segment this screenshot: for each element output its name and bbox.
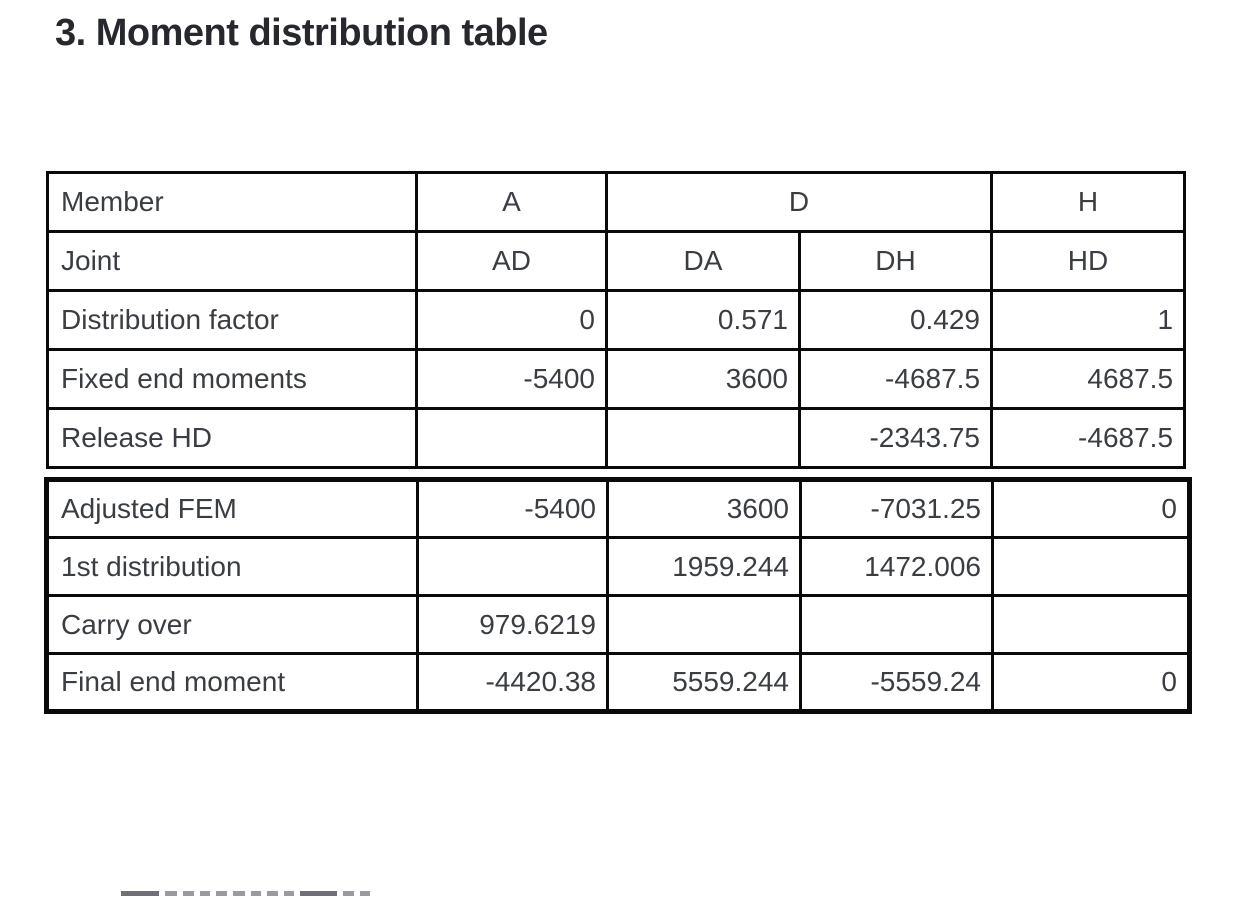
- first-distribution-label: 1st distribution: [45, 536, 419, 597]
- cell-dist1-dh: 1472.006: [799, 536, 994, 597]
- section-heading: 3. Moment distribution table: [55, 12, 548, 54]
- cell-adjfem-ad: -5400: [416, 478, 609, 539]
- member-row: Member A D H: [46, 171, 1187, 233]
- release-hd-row: Release HD -2343.75 -4687.5: [46, 407, 1187, 469]
- cell-member-a: A: [415, 171, 608, 233]
- cell-final-da: 5559.244: [606, 652, 802, 713]
- carry-over-row: Carry over 979.6219: [45, 594, 1191, 655]
- cell-joint-dh: DH: [797, 230, 994, 292]
- cell-joint-da: DA: [605, 230, 801, 292]
- cell-final-hd: 0: [991, 652, 1191, 713]
- distribution-factor-label: Distribution factor: [46, 289, 418, 351]
- cell-fem-ad: -5400: [415, 348, 608, 410]
- cell-fem-da: 3600: [605, 348, 801, 410]
- fixed-end-moments-label: Fixed end moments: [46, 348, 418, 410]
- fixed-end-moments-row: Fixed end moments -5400 3600 -4687.5 468…: [46, 348, 1187, 410]
- cell-df-hd: 1: [990, 289, 1187, 351]
- cell-joint-hd: HD: [990, 230, 1187, 292]
- cell-carry-dh: [799, 594, 994, 655]
- cell-dist1-ad: [416, 536, 609, 597]
- cell-adjfem-hd: 0: [991, 478, 1191, 539]
- cell-release-hd: -4687.5: [990, 407, 1187, 469]
- cell-adjfem-dh: -7031.25: [799, 478, 994, 539]
- cell-fem-dh: -4687.5: [797, 348, 994, 410]
- first-distribution-row: 1st distribution 1959.244 1472.006: [45, 536, 1191, 597]
- cell-member-d: D: [604, 171, 994, 233]
- final-end-moment-row: Final end moment -4420.38 5559.244 -5559…: [45, 652, 1191, 713]
- cell-dist1-da: 1959.244: [606, 536, 802, 597]
- cutoff-text-fragment: [121, 891, 370, 896]
- cell-joint-ad: AD: [415, 230, 608, 292]
- cell-adjfem-da: 3600: [606, 478, 802, 539]
- cell-carry-da: [606, 594, 802, 655]
- cell-df-ad: 0: [415, 289, 608, 351]
- joint-row: Joint AD DA DH HD: [46, 230, 1187, 292]
- carry-over-label: Carry over: [45, 594, 419, 655]
- cell-dist1-hd: [991, 536, 1191, 597]
- adjusted-fem-label: Adjusted FEM: [45, 478, 419, 539]
- cell-df-da: 0.571: [605, 289, 801, 351]
- cell-df-dh: 0.429: [797, 289, 994, 351]
- cell-member-h: H: [990, 171, 1187, 233]
- cell-final-dh: -5559.24: [799, 652, 994, 713]
- member-row-label: Member: [46, 171, 418, 233]
- cell-release-ad: [415, 407, 608, 469]
- release-hd-label: Release HD: [46, 407, 418, 469]
- joint-row-label: Joint: [46, 230, 418, 292]
- cell-release-dh: -2343.75: [797, 407, 994, 469]
- cell-release-da: [605, 407, 801, 469]
- moment-distribution-table-lower: Adjusted FEM -5400 3600 -7031.25 0 1st d…: [44, 477, 1192, 714]
- final-end-moment-label: Final end moment: [45, 652, 419, 713]
- distribution-factor-row: Distribution factor 0 0.571 0.429 1: [46, 289, 1187, 351]
- moment-distribution-table-upper: Member A D H Joint AD DA DH HD Distribut…: [46, 171, 1187, 469]
- cell-fem-hd: 4687.5: [990, 348, 1187, 410]
- cell-carry-hd: [991, 594, 1191, 655]
- cell-final-ad: -4420.38: [416, 652, 609, 713]
- cell-carry-ad: 979.6219: [416, 594, 609, 655]
- adjusted-fem-row: Adjusted FEM -5400 3600 -7031.25 0: [45, 478, 1191, 539]
